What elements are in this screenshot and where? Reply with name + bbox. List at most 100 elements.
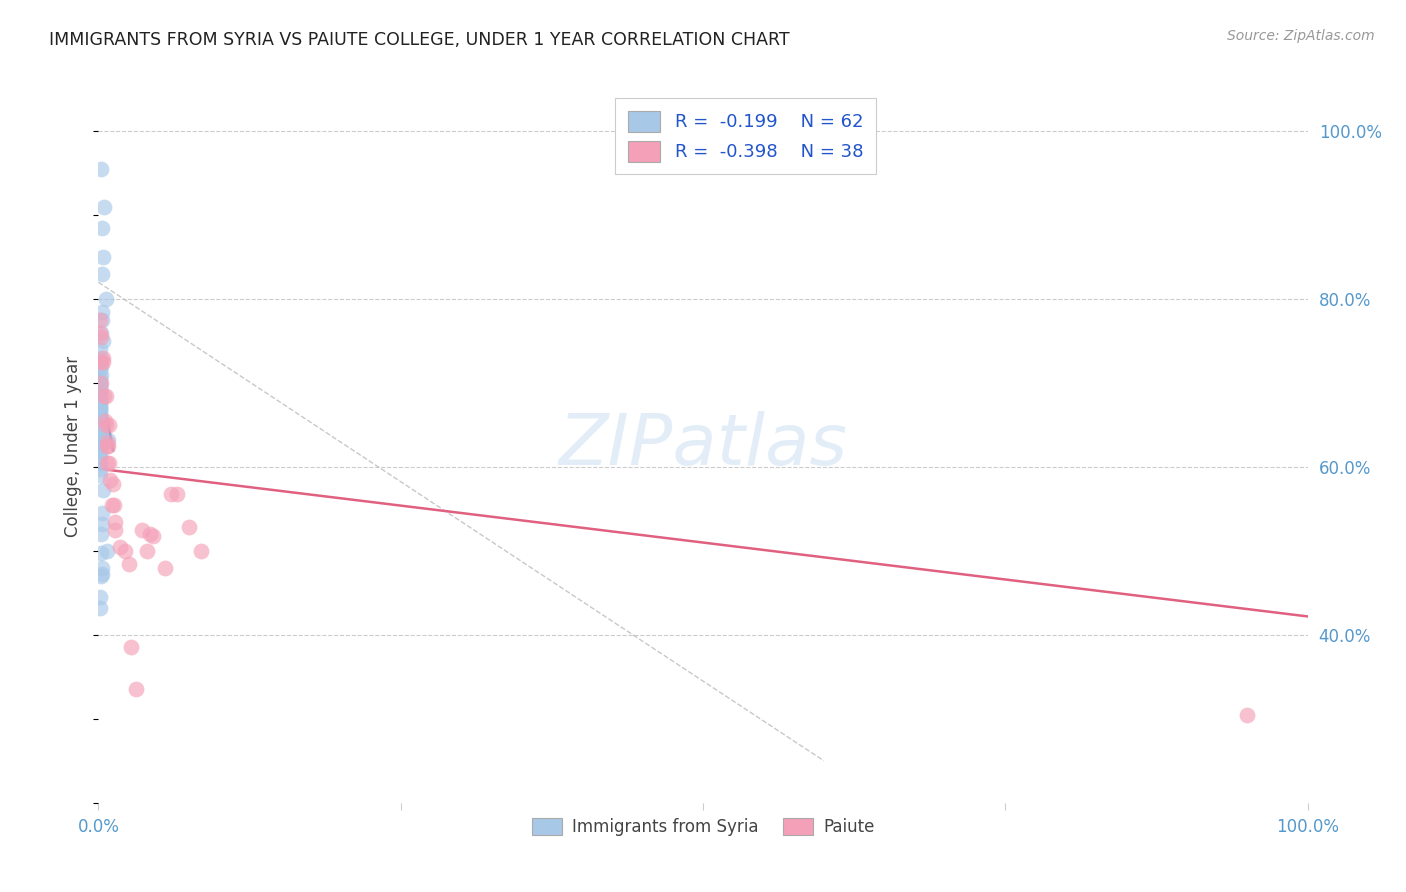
Point <box>89 439 111 453</box>
Point <box>131 523 153 537</box>
Point <box>135 544 157 558</box>
Point <box>1236 707 1258 722</box>
Legend: Immigrants from Syria, Paiute: Immigrants from Syria, Paiute <box>523 810 883 845</box>
Point <box>91 304 114 318</box>
Point <box>89 445 111 459</box>
Point <box>96 434 118 449</box>
Point <box>89 397 111 411</box>
Point <box>91 483 114 498</box>
Point <box>89 590 111 604</box>
Point <box>89 401 111 416</box>
Point <box>94 389 117 403</box>
Point <box>104 523 127 537</box>
Point <box>103 498 125 512</box>
Text: ZIPatlas: ZIPatlas <box>558 411 848 481</box>
Point <box>89 601 111 615</box>
Point <box>114 544 136 558</box>
Point <box>89 384 111 399</box>
Point <box>93 200 115 214</box>
Point <box>89 386 111 401</box>
Point <box>89 422 111 436</box>
Point <box>89 456 111 470</box>
Point <box>91 313 114 327</box>
Y-axis label: College, Under 1 year: College, Under 1 year <box>65 355 83 537</box>
Point <box>108 540 131 554</box>
Point <box>97 439 120 453</box>
Point <box>89 382 111 396</box>
Point <box>89 419 111 434</box>
Point <box>90 355 112 369</box>
Point <box>104 515 127 529</box>
Point <box>98 456 121 470</box>
Point <box>89 443 111 458</box>
Point <box>89 450 111 464</box>
Point <box>91 334 114 348</box>
Point <box>118 557 141 571</box>
Point <box>91 250 114 264</box>
Point <box>89 392 111 407</box>
Point <box>91 351 114 365</box>
Point <box>96 544 118 558</box>
Point <box>89 377 111 392</box>
Point <box>89 461 111 475</box>
Point <box>89 403 111 417</box>
Point <box>90 330 112 344</box>
Point <box>89 326 111 340</box>
Point <box>89 372 111 386</box>
Point <box>89 355 111 369</box>
Point <box>89 380 111 394</box>
Point <box>89 436 111 450</box>
Point <box>90 546 112 560</box>
Point <box>89 394 111 409</box>
Point <box>89 425 111 439</box>
Point <box>89 389 111 403</box>
Point <box>190 544 212 558</box>
Point <box>89 313 111 327</box>
Point <box>166 487 188 501</box>
Point <box>90 569 112 583</box>
Point <box>90 326 112 340</box>
Point <box>91 355 114 369</box>
Point <box>94 292 117 306</box>
Point <box>90 359 112 374</box>
Point <box>89 408 111 422</box>
Point <box>90 351 112 365</box>
Point <box>91 517 114 532</box>
Point <box>89 431 111 445</box>
Point <box>89 468 111 483</box>
Point <box>100 498 122 512</box>
Point <box>125 682 148 697</box>
Point <box>139 527 162 541</box>
Point <box>89 405 111 419</box>
Point <box>97 417 120 432</box>
Point <box>89 426 111 441</box>
Point <box>96 439 118 453</box>
Point <box>142 529 165 543</box>
Point <box>179 520 201 534</box>
Point <box>94 414 117 428</box>
Point <box>93 389 115 403</box>
Point <box>89 363 111 377</box>
Point <box>89 409 111 424</box>
Point <box>101 476 124 491</box>
Point <box>91 567 114 582</box>
Point <box>91 267 114 281</box>
Point <box>98 473 121 487</box>
Point <box>89 376 111 390</box>
Point <box>90 527 112 541</box>
Point <box>91 220 114 235</box>
Text: Source: ZipAtlas.com: Source: ZipAtlas.com <box>1227 29 1375 43</box>
Point <box>89 414 111 428</box>
Point <box>90 368 112 382</box>
Point <box>89 433 111 447</box>
Point <box>160 487 183 501</box>
Point <box>91 506 114 520</box>
Point <box>91 560 114 574</box>
Point <box>90 161 112 176</box>
Point <box>120 640 142 655</box>
Text: IMMIGRANTS FROM SYRIA VS PAIUTE COLLEGE, UNDER 1 YEAR CORRELATION CHART: IMMIGRANTS FROM SYRIA VS PAIUTE COLLEGE,… <box>49 31 790 49</box>
Point <box>89 343 111 357</box>
Point <box>97 433 120 447</box>
Point <box>96 417 118 432</box>
Point <box>90 376 112 390</box>
